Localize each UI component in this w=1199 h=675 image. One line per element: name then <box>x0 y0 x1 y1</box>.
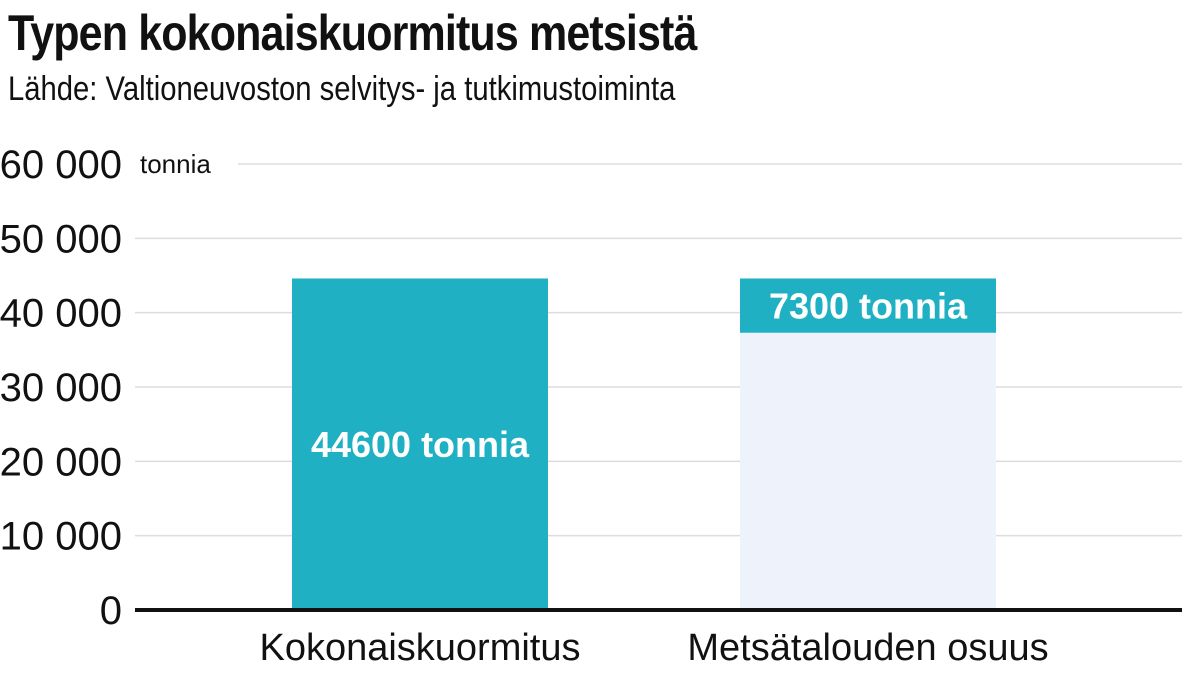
background-bar-total <box>740 278 996 610</box>
y-axis-ticks: 0 10 000 20 000 30 000 40 000 50 000 60 000 <box>0 143 122 633</box>
bar-data-label: 44600 tonnia <box>311 424 530 465</box>
y-tick-label: 60 000 <box>0 143 122 187</box>
chart-subtitle: Lähde: Valtioneuvoston selvitys- ja tutk… <box>8 70 676 108</box>
y-tick-label: 30 000 <box>0 366 122 410</box>
bar-metsatalouden-osuus <box>740 278 996 333</box>
y-tick-label: 50 000 <box>0 217 122 261</box>
bar-kokonaiskuormitus <box>292 278 548 610</box>
y-tick-label: 40 000 <box>0 292 122 336</box>
bar-data-labels: 44600 tonnia 7300 tonnia <box>311 286 968 466</box>
chart-title: Typen kokonaiskuormitus metsistä <box>8 5 697 61</box>
y-axis-unit-label: tonnia <box>140 149 211 179</box>
x-axis-category-labels: Kokonaiskuormitus Metsätalouden osuus <box>259 627 1048 669</box>
bars <box>292 278 996 610</box>
y-tick-label: 20 000 <box>0 440 122 484</box>
bar-data-label: 7300 tonnia <box>769 286 968 327</box>
y-tick-label: 0 <box>100 589 122 633</box>
x-category-label: Metsätalouden osuus <box>687 627 1048 669</box>
x-category-label: Kokonaiskuormitus <box>259 627 580 669</box>
y-tick-label: 10 000 <box>0 515 122 559</box>
